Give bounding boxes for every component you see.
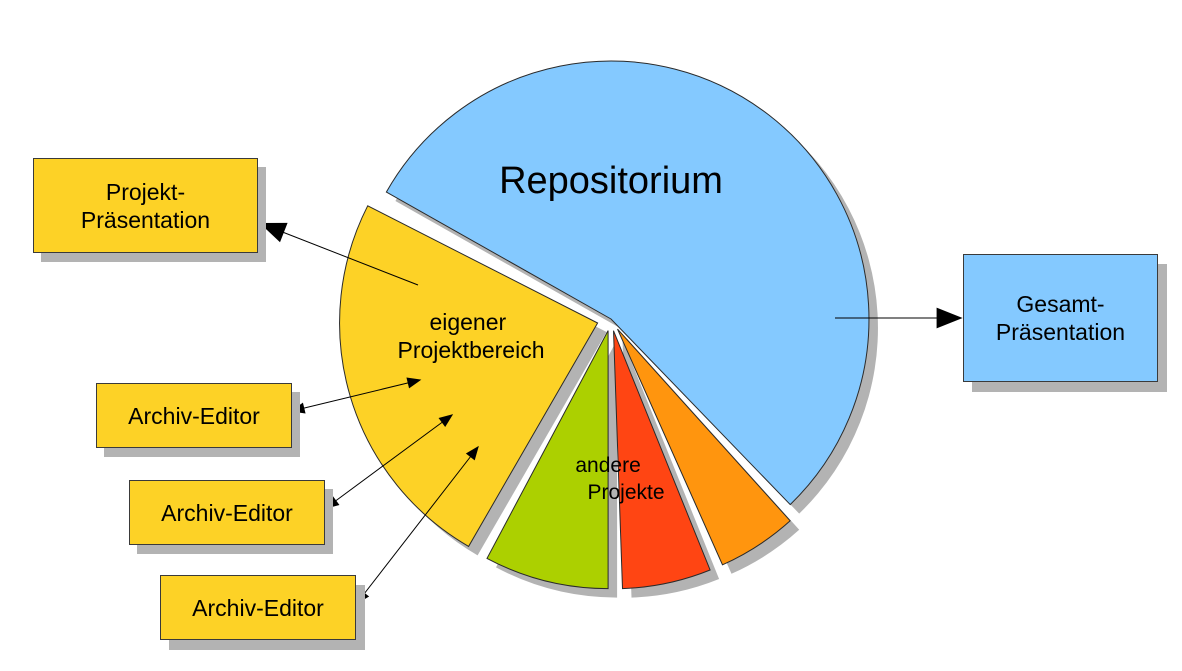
arrow-archiv-editor-1 [290, 377, 422, 414]
archiv-editor-box-2: Archiv-Editor [129, 480, 325, 545]
gesamt-praesentation-box: Gesamt- Präsentation [963, 254, 1158, 382]
projekt-praesentation-box: Projekt- Präsentation [33, 158, 258, 253]
other-projects-label-line-2: Projekte [587, 481, 664, 504]
own-area-label-line-1: eigener [429, 309, 506, 335]
own-area-label: eigener Projektbereich [397, 309, 544, 363]
arrow-archiv-editor-3 [356, 445, 479, 605]
archiv-editor-label-1: Archiv-Editor [128, 402, 260, 429]
projekt-praesentation-line-2: Präsentation [80, 206, 211, 233]
other-projects-label-line-1: andere [575, 454, 640, 477]
repository-slice [385, 60, 870, 506]
repository-label: Repositorium [499, 160, 723, 202]
pie-slices [339, 60, 870, 590]
red-project-slice [613, 330, 711, 590]
other-projects-label: andere Projekte [575, 454, 664, 504]
archiv-editor-label-2: Archiv-Editor [161, 499, 293, 526]
archiv-editor-box-1: Archiv-Editor [96, 383, 292, 448]
gesamt-praesentation-line-2: Präsentation [995, 319, 1126, 345]
projekt-praesentation-line-1: Projekt- [105, 178, 186, 205]
gesamt-praesentation-line-1: Gesamt- [1016, 291, 1105, 317]
archiv-editor-box-3: Archiv-Editor [160, 575, 356, 640]
archiv-editor-label-3: Archiv-Editor [192, 594, 324, 621]
green-project-slice [486, 330, 609, 590]
own-area-label-line-2: Projektbereich [397, 337, 544, 363]
arrow-to-projekt-praesentation [259, 222, 419, 286]
orange-project-slice [617, 328, 791, 566]
